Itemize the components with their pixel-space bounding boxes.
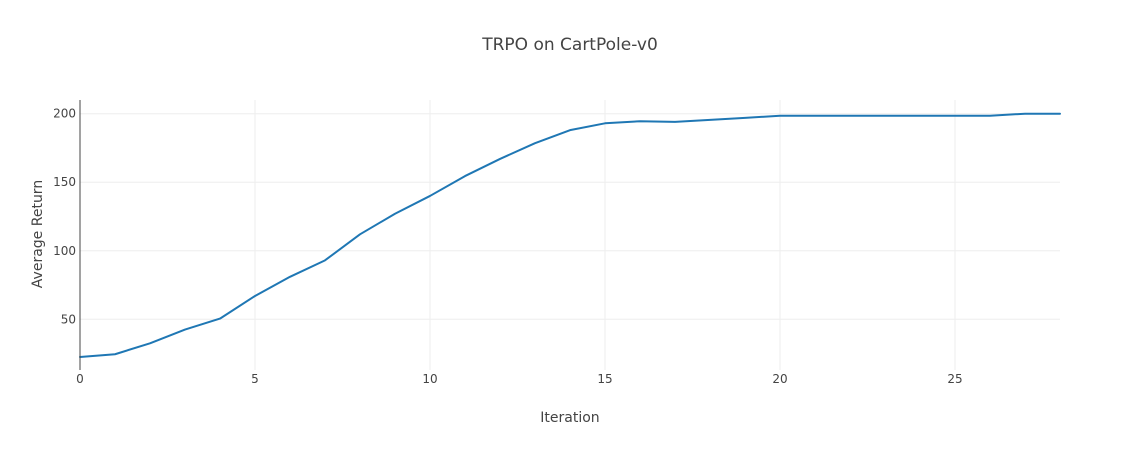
x-tick-label: 5 (251, 372, 259, 386)
x-tick-label: 25 (947, 372, 962, 386)
chart-title: TRPO on CartPole-v0 (481, 35, 658, 55)
x-tick-labels: 0 5 10 15 20 25 (76, 372, 962, 386)
y-tick-label: 150 (53, 175, 76, 189)
y-tick-label: 50 (61, 312, 76, 326)
y-tick-label: 100 (53, 244, 76, 258)
series-layer (79, 112, 1061, 358)
x-axis-title: Iteration (540, 410, 599, 426)
y-tick-labels: 50 100 150 200 (53, 107, 76, 327)
y-tick-label: 200 (53, 107, 76, 121)
x-tick-label: 0 (76, 372, 84, 386)
x-gridlines (254, 100, 956, 370)
x-tick-label: 10 (422, 372, 437, 386)
x-tick-label: 15 (597, 372, 612, 386)
series-line (79, 112, 1061, 358)
x-tick-label: 20 (772, 372, 787, 386)
y-axis-title: Average Return (30, 180, 46, 288)
y-gridlines (80, 113, 1060, 320)
